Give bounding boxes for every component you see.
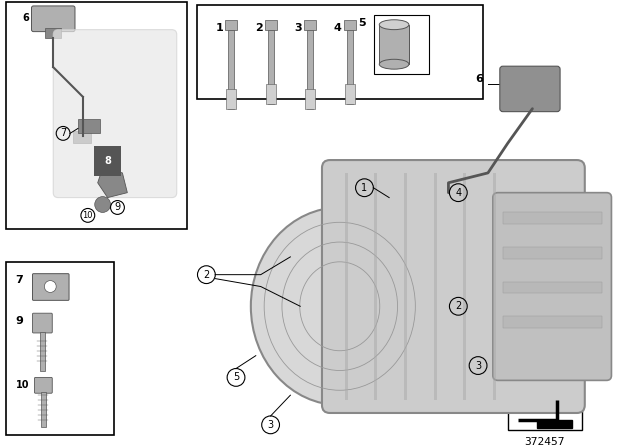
FancyBboxPatch shape: [500, 66, 560, 112]
Ellipse shape: [251, 207, 429, 405]
FancyBboxPatch shape: [35, 377, 52, 393]
Text: 4: 4: [334, 23, 342, 33]
FancyBboxPatch shape: [33, 274, 69, 300]
FancyBboxPatch shape: [493, 193, 611, 380]
Bar: [40, 332, 45, 371]
Bar: [226, 89, 236, 109]
Text: 6: 6: [22, 13, 29, 23]
Text: 9: 9: [16, 316, 24, 326]
Bar: [345, 173, 348, 400]
Bar: [265, 20, 276, 30]
Bar: [225, 20, 237, 30]
Text: 5: 5: [358, 18, 366, 28]
Bar: [73, 131, 91, 143]
Bar: [493, 173, 496, 400]
Bar: [6, 262, 115, 435]
FancyBboxPatch shape: [322, 160, 585, 413]
Text: 9: 9: [115, 202, 120, 212]
Polygon shape: [98, 168, 127, 198]
Bar: [228, 30, 234, 109]
FancyBboxPatch shape: [53, 30, 177, 198]
Bar: [268, 30, 273, 104]
Bar: [503, 316, 602, 328]
Text: 3: 3: [475, 361, 481, 370]
Bar: [347, 30, 353, 104]
Bar: [374, 15, 429, 74]
Bar: [380, 25, 409, 64]
Text: 3: 3: [294, 23, 302, 33]
Bar: [344, 20, 356, 30]
Text: 6: 6: [475, 74, 483, 84]
Ellipse shape: [380, 59, 409, 69]
Text: 7: 7: [16, 275, 24, 284]
Bar: [463, 173, 466, 400]
Bar: [434, 173, 436, 400]
Text: 7: 7: [60, 129, 67, 138]
Bar: [266, 84, 276, 104]
FancyBboxPatch shape: [31, 6, 75, 32]
Bar: [304, 20, 316, 30]
Bar: [6, 2, 187, 229]
Text: 4: 4: [455, 188, 461, 198]
Bar: [503, 212, 602, 224]
Text: 3: 3: [268, 420, 274, 430]
FancyBboxPatch shape: [33, 313, 52, 333]
Ellipse shape: [380, 20, 409, 30]
Text: 10: 10: [16, 380, 29, 390]
Text: 10: 10: [83, 211, 93, 220]
Bar: [503, 247, 602, 259]
Text: 2: 2: [455, 301, 461, 311]
Polygon shape: [538, 420, 572, 428]
Bar: [404, 173, 407, 400]
Bar: [42, 392, 46, 427]
Bar: [503, 282, 602, 293]
Text: 2: 2: [255, 23, 262, 33]
Bar: [78, 119, 100, 134]
Bar: [305, 89, 315, 109]
Bar: [45, 28, 61, 38]
Bar: [307, 30, 313, 109]
Bar: [508, 390, 582, 430]
Text: 1: 1: [362, 183, 367, 193]
Text: 5: 5: [233, 372, 239, 383]
Text: 372457: 372457: [524, 437, 564, 447]
Bar: [374, 173, 378, 400]
Text: 8: 8: [104, 156, 111, 166]
Text: 1: 1: [215, 23, 223, 33]
Text: 2: 2: [204, 270, 209, 280]
Circle shape: [95, 197, 111, 212]
Bar: [345, 84, 355, 104]
Bar: [196, 5, 483, 99]
Circle shape: [44, 280, 56, 293]
